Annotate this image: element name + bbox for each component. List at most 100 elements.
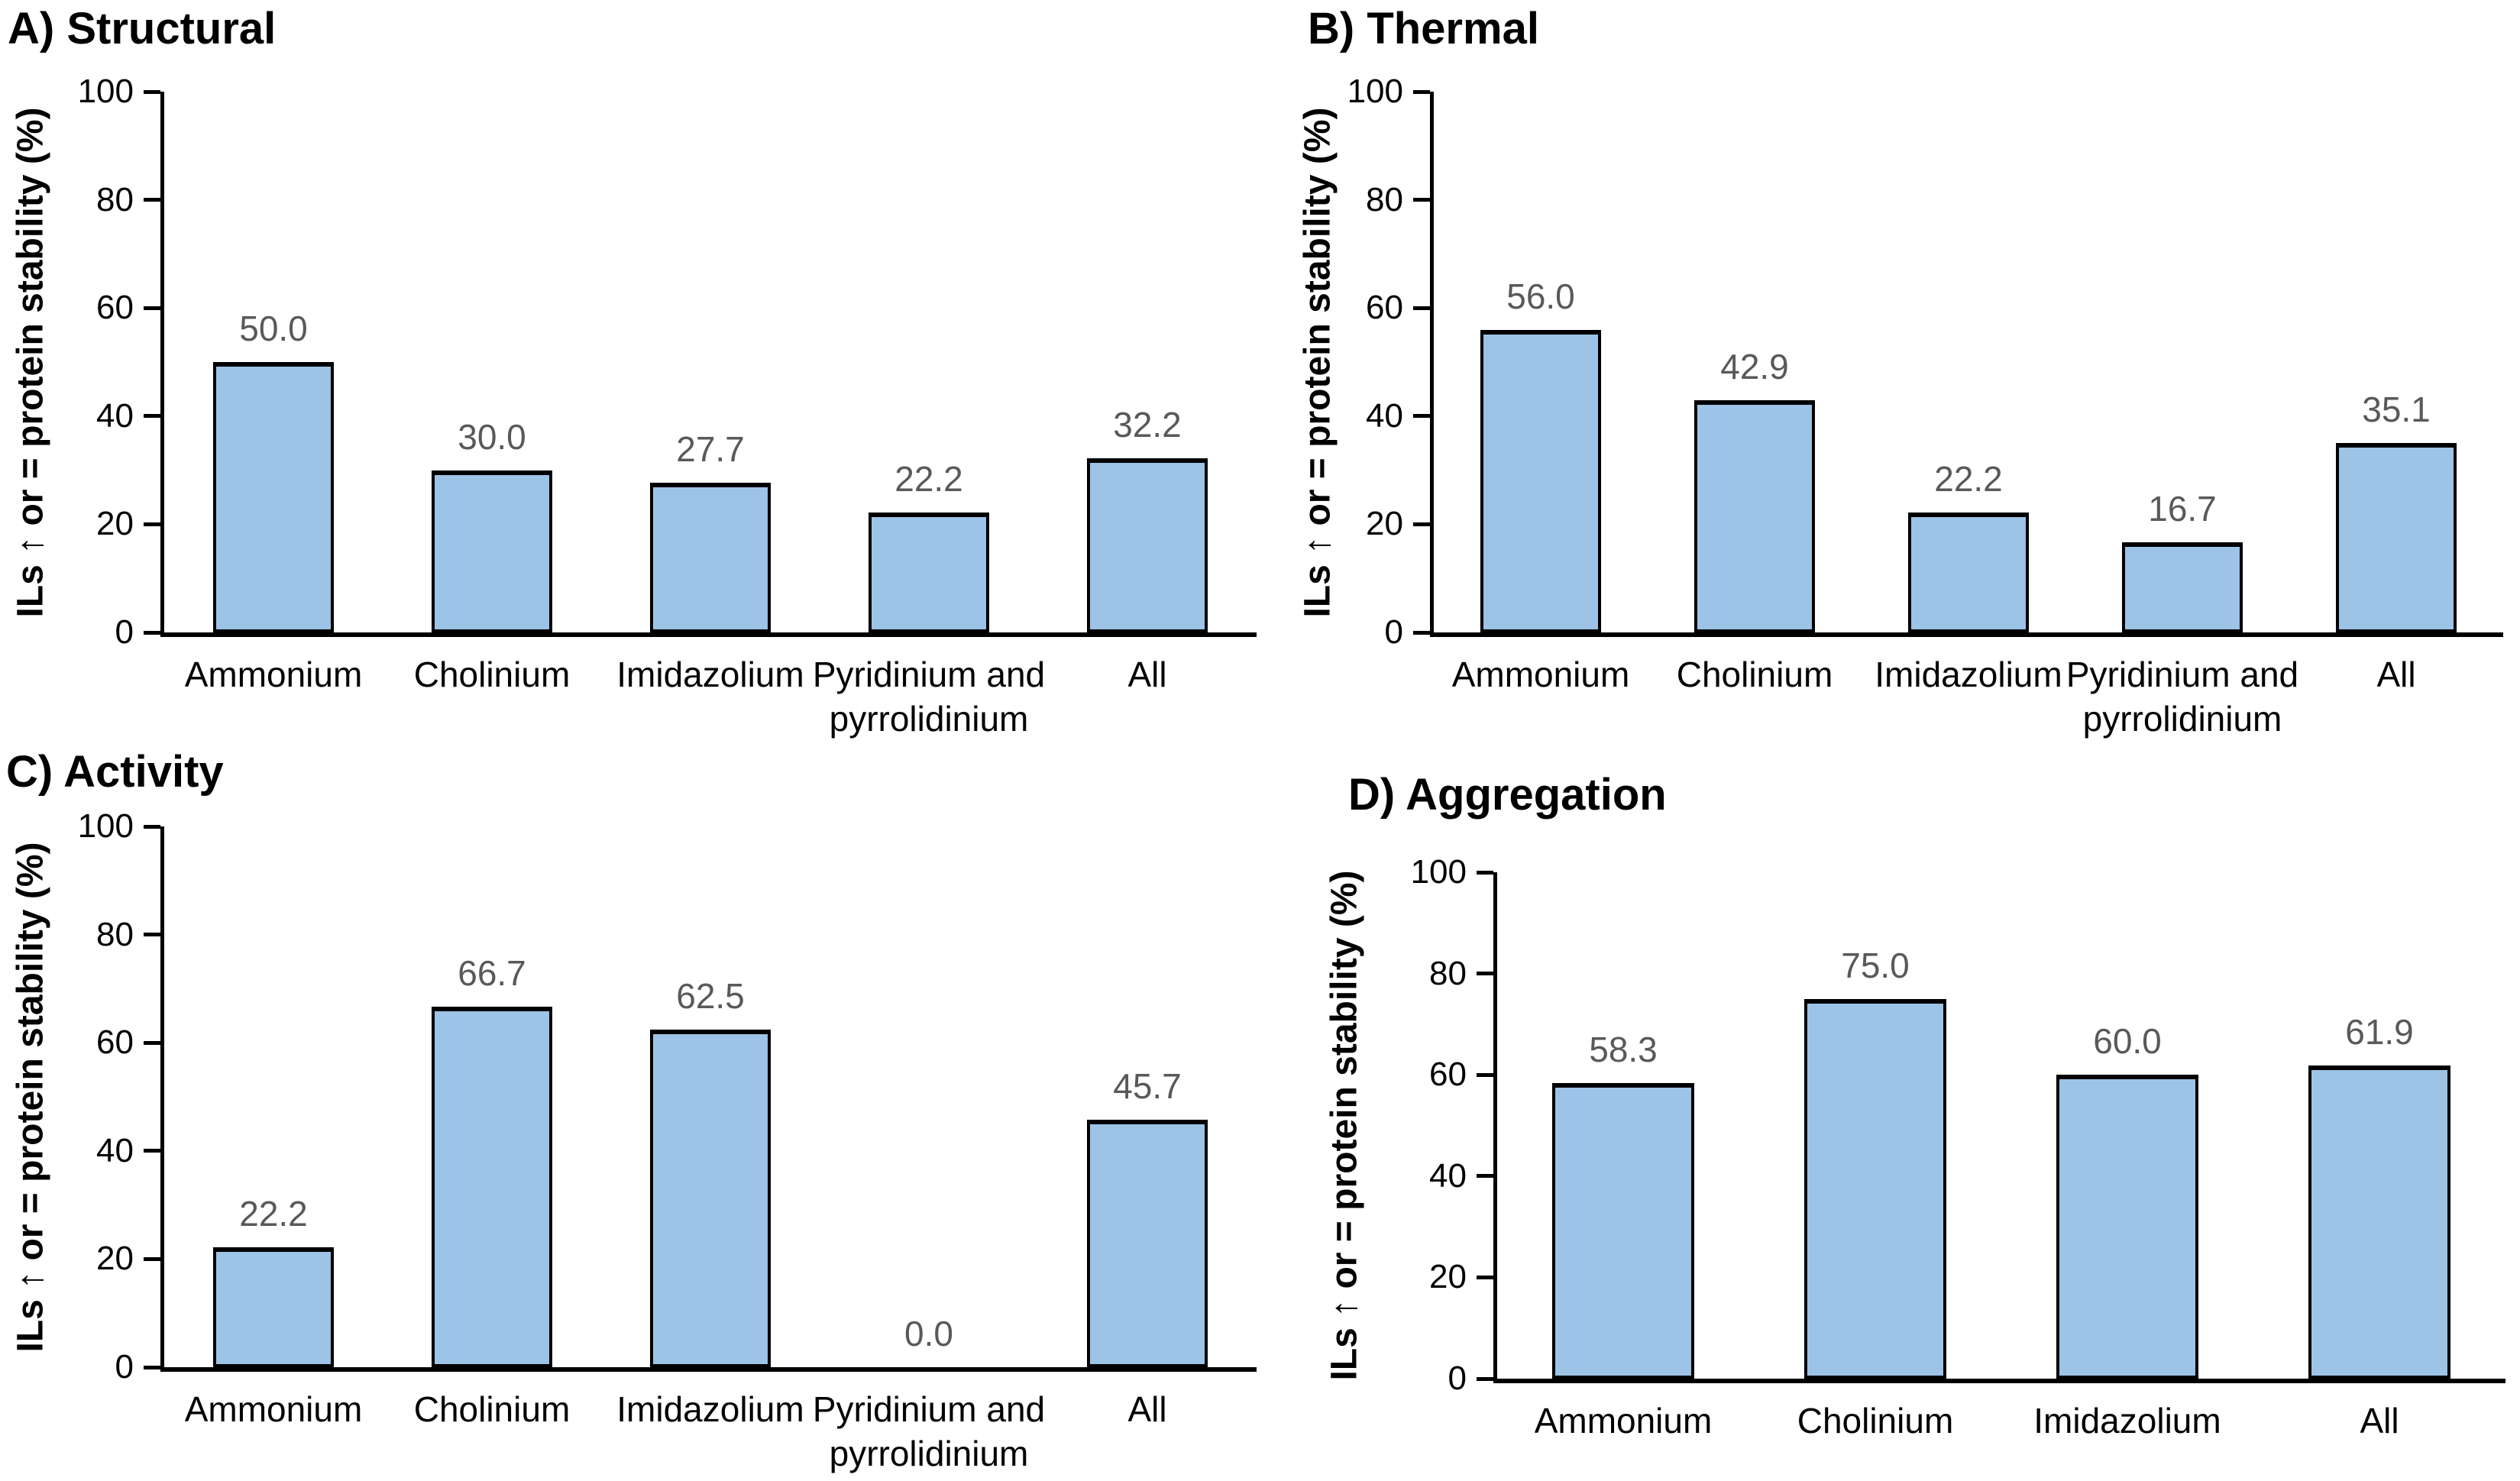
- y-tick-label: 100: [77, 807, 134, 845]
- y-tick-label: 20: [96, 505, 134, 543]
- bar-value-label: 56.0: [1506, 276, 1575, 316]
- y-tick-mark: [144, 414, 160, 419]
- y-tick-mark: [1477, 972, 1493, 976]
- y-tick-mark: [144, 824, 160, 829]
- bar-value-label: 62.5: [676, 975, 745, 1016]
- y-tick-mark: [144, 89, 160, 94]
- y-tick-label: 60: [96, 1023, 134, 1062]
- y-tick-mark: [1477, 1072, 1493, 1077]
- x-category-label: Ammonium: [184, 655, 363, 694]
- y-tick-label: 0: [115, 1348, 134, 1386]
- y-tick-mark: [144, 1365, 160, 1369]
- bar: [1087, 1120, 1208, 1367]
- panel-activity: C) Activity ILs ↑ or = protein stability…: [0, 737, 1260, 1481]
- x-category-label: Imidazolium: [1875, 655, 2062, 694]
- bar: [432, 1006, 552, 1367]
- bar-value-label: 66.7: [458, 952, 526, 993]
- panel-title-activity: C) Activity: [6, 747, 224, 797]
- bar-value-label: 75.0: [1841, 945, 1910, 985]
- y-tick-mark: [1413, 522, 1430, 526]
- bar: [650, 482, 771, 632]
- bar-value-label: 60.0: [2093, 1021, 2162, 1062]
- x-category-label: Ammonium: [1451, 655, 1630, 694]
- bar-value-label: 35.1: [2362, 389, 2431, 429]
- x-category-label: All: [1127, 655, 1167, 694]
- y-tick-label: 80: [96, 915, 134, 953]
- x-category-label: Pyridinium and pyrrolidinium: [2065, 655, 2299, 739]
- y-tick-mark: [1413, 89, 1430, 94]
- bar: [2336, 442, 2457, 632]
- y-tick-label: 0: [115, 613, 134, 651]
- panel-structural: A) Structural ILs ↑ or = protein stabili…: [0, 0, 1260, 739]
- y-tick-label: 40: [96, 1131, 134, 1169]
- bar-value-label: 0.0: [904, 1314, 953, 1353]
- x-category-label: All: [2376, 655, 2416, 694]
- x-category-label: Imidazolium: [2033, 1401, 2221, 1441]
- y-tick-label: 40: [1366, 396, 1403, 435]
- plot-area-activity: 0 20 40 60 80 100 22.2 Ammonium 66.7 Cholinium 62.…: [78, 807, 1257, 1473]
- x-category-label: Ammonium: [1534, 1401, 1713, 1441]
- y-tick-label: 80: [96, 180, 134, 218]
- y-tick-label: 0: [1384, 613, 1403, 651]
- bar: [1087, 458, 1208, 632]
- plot-area-aggregation: 0 20 40 60 80 100 58.3 Ammonium 75.0 Cholinium 60.…: [1411, 853, 2505, 1441]
- x-category-label: Ammonium: [184, 1389, 363, 1429]
- y-tick-mark: [1413, 198, 1430, 202]
- bar-value-label: 58.3: [1589, 1030, 1658, 1070]
- y-tick-label: 20: [1366, 505, 1403, 543]
- bar: [213, 1247, 334, 1367]
- bar: [1908, 512, 2029, 632]
- y-tick-label: 100: [77, 73, 134, 110]
- y-tick-mark: [1477, 1275, 1493, 1279]
- y-tick-mark: [1413, 414, 1430, 419]
- y-tick-mark: [144, 630, 160, 635]
- y-tick-mark: [144, 198, 160, 202]
- bar-value-label: 32.2: [1113, 405, 1182, 445]
- y-tick-label: 80: [1429, 954, 1467, 992]
- panel-title-structural: A) Structural: [8, 4, 277, 53]
- bar: [1480, 329, 1601, 632]
- y-tick-label: 100: [1410, 853, 1467, 891]
- y-tick-mark: [1477, 1174, 1493, 1179]
- y-tick-mark: [1477, 1376, 1493, 1381]
- bar: [2308, 1065, 2450, 1379]
- y-tick-label: 40: [1429, 1156, 1467, 1195]
- bar: [432, 470, 552, 632]
- y-axis-label-box: ILs ↑ or = protein stability (%): [1318, 870, 1371, 1380]
- y-tick-mark: [144, 522, 160, 526]
- bar-value-label: 61.9: [2345, 1011, 2414, 1052]
- bar: [1694, 400, 1815, 632]
- x-category-label: Cholinium: [413, 655, 571, 694]
- y-tick-label: 100: [1347, 73, 1403, 110]
- y-tick-label: 60: [96, 289, 134, 327]
- panel-aggregation: D) Aggregation ILs ↑ or = protein stabil…: [1260, 737, 2520, 1481]
- y-axis-label-box: ILs ↑ or = protein stability (%): [4, 92, 57, 632]
- y-tick-label: 20: [1429, 1258, 1467, 1296]
- bar-value-label: 45.7: [1113, 1066, 1182, 1107]
- bar: [2122, 542, 2243, 632]
- bar: [1804, 998, 1946, 1379]
- bar-value-label: 22.2: [894, 458, 963, 499]
- x-category-label: Pyridinium and pyrrolidinium: [812, 655, 1046, 739]
- panel-title-aggregation: D) Aggregation: [1348, 770, 1667, 820]
- y-tick-label: 0: [1448, 1360, 1467, 1397]
- y-tick-mark: [144, 1149, 160, 1153]
- y-tick-mark: [1413, 306, 1430, 310]
- bar: [650, 1029, 771, 1367]
- bar: [869, 512, 989, 632]
- y-tick-label: 40: [96, 396, 134, 435]
- bar-value-label: 30.0: [458, 416, 526, 457]
- x-category-label: All: [1127, 1389, 1167, 1429]
- bar: [2056, 1075, 2198, 1379]
- y-tick-mark: [1477, 870, 1493, 875]
- y-tick-mark: [1413, 630, 1430, 635]
- y-tick-mark: [144, 1040, 160, 1045]
- y-tick-mark: [144, 1256, 160, 1261]
- x-category-label: Pyridinium and pyrrolidinium: [812, 1389, 1046, 1473]
- y-tick-label: 20: [96, 1240, 134, 1278]
- x-category-label: Cholinium: [1797, 1401, 1954, 1441]
- x-category-label: Imidazolium: [616, 1389, 804, 1429]
- bar-value-label: 50.0: [239, 309, 308, 348]
- y-tick-label: 60: [1429, 1056, 1467, 1094]
- plot-area-thermal: 0 20 40 60 80 100 56.0 Ammonium 42.9 Cholinium 22.…: [1347, 73, 2503, 739]
